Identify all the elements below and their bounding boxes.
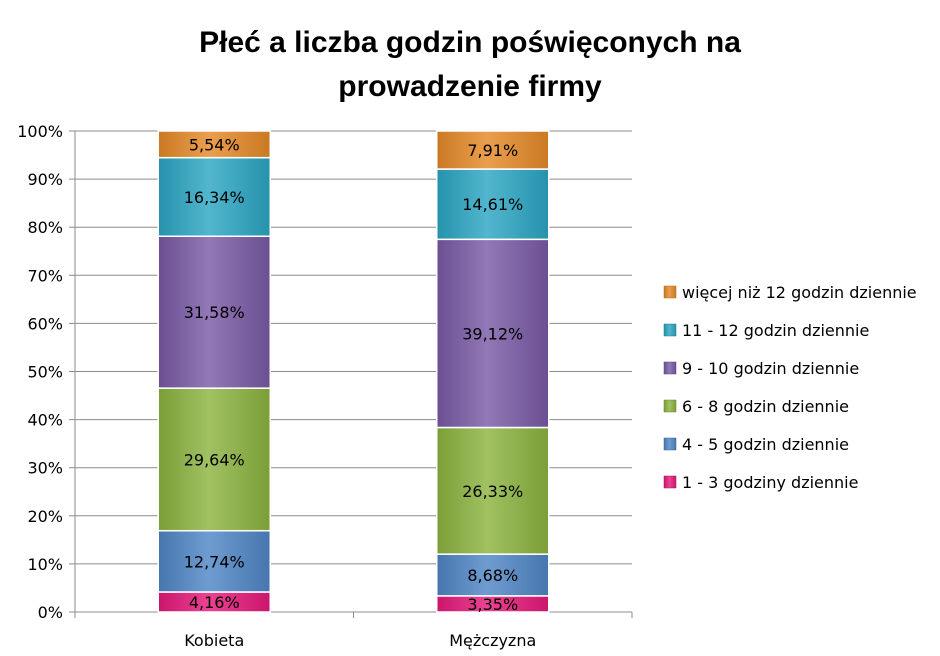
bar-segment — [157, 156, 271, 237]
data-label: 39,12% — [462, 324, 523, 343]
data-label: 8,68% — [467, 566, 518, 585]
bars — [157, 130, 550, 613]
legend-label: 11 - 12 godzin dziennie — [682, 321, 869, 340]
legend-swatch — [663, 361, 677, 375]
y-tick-label: 20% — [27, 507, 63, 526]
y-tick-label: 80% — [27, 218, 63, 237]
y-tick-label: 60% — [27, 314, 63, 333]
legend-label: 9 - 10 godzin dziennie — [682, 359, 859, 378]
bar-segment — [436, 238, 550, 429]
y-tick-label: 30% — [27, 459, 63, 478]
y-tick-label: 0% — [38, 603, 63, 622]
y-tick-label: 40% — [27, 411, 63, 430]
legend-swatch — [663, 437, 677, 451]
legend-label: 6 - 8 godzin dziennie — [682, 397, 849, 416]
bar-segment — [157, 529, 271, 593]
bar-segment — [157, 235, 271, 389]
y-tick-label: 90% — [27, 170, 63, 189]
data-label: 12,74% — [184, 552, 245, 571]
data-label: 26,33% — [462, 482, 523, 501]
bar-segment — [436, 130, 550, 170]
chart-title-line-2: prowadzenie firmy — [338, 70, 602, 103]
data-label: 29,64% — [184, 450, 245, 469]
legend-swatch — [663, 323, 677, 337]
chart-title-line-1: Płeć a liczba godzin poświęconych na — [199, 26, 741, 59]
x-category-label: Kobieta — [184, 631, 244, 650]
bar-segment — [436, 168, 550, 241]
data-label: 31,58% — [184, 303, 245, 322]
legend-swatch — [663, 475, 677, 489]
y-tick-label: 50% — [27, 363, 63, 382]
y-tick-label: 10% — [27, 555, 63, 574]
x-category-label: Mężczyzna — [449, 631, 536, 650]
data-label: 3,35% — [467, 595, 518, 614]
data-label: 5,54% — [189, 135, 240, 154]
legend-label: 4 - 5 godzin dziennie — [682, 435, 849, 454]
legend-swatch — [663, 285, 677, 299]
chart-title: Płeć a liczba godzin poświęconych na pro… — [199, 26, 741, 103]
y-tick-label: 70% — [27, 266, 63, 285]
data-label: 4,16% — [189, 593, 240, 612]
legend: więcej niż 12 godzin dziennie 11 - 12 god… — [663, 283, 917, 492]
data-label: 16,34% — [184, 188, 245, 207]
data-label: 7,91% — [467, 141, 518, 160]
data-labels: 4,16% 12,74% 29,64% 31,58% 16,34% 5,54% 3,35% 8… — [184, 135, 524, 614]
legend-label: 1 - 3 godziny dziennie — [682, 473, 858, 492]
y-tick-label: 100% — [17, 122, 63, 141]
data-label: 14,61% — [462, 195, 523, 214]
legend-label: więcej niż 12 godzin dziennie — [682, 283, 917, 302]
axes: 0% 10% 20% 30% 40% 50% 60% 70% 80% 90% 100% Kobieta… — [17, 122, 633, 650]
bar-segment — [157, 387, 271, 532]
bar-segment — [157, 130, 271, 159]
legend-swatch — [663, 399, 677, 413]
